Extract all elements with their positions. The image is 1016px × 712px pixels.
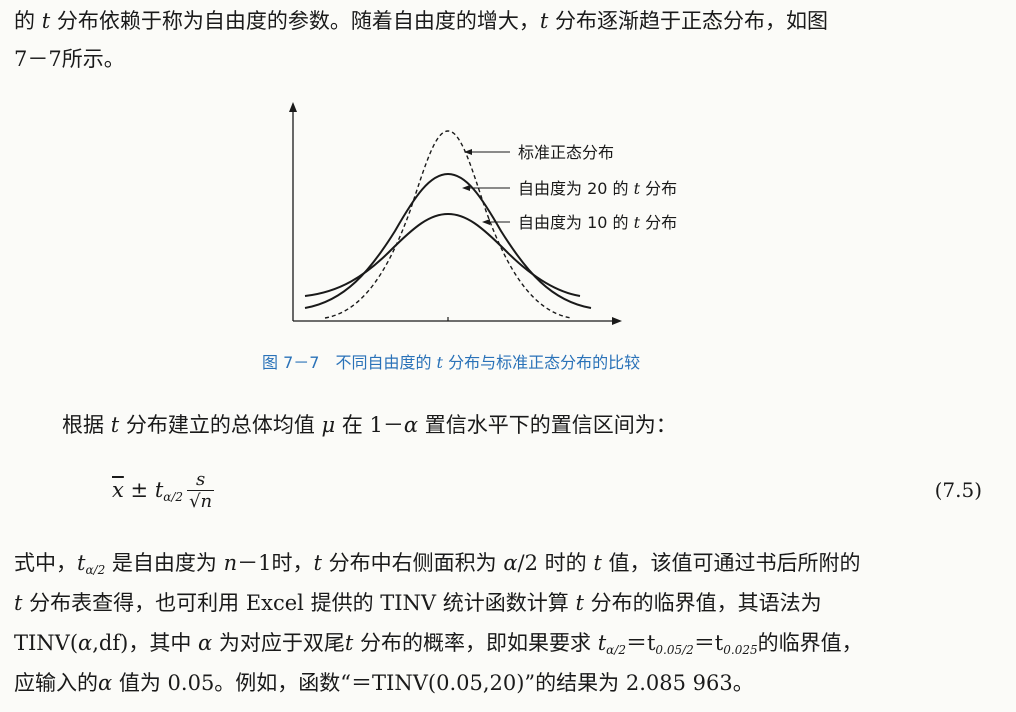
normal-curve [324,130,572,319]
intro-line-2: 7－7所示。 [14,47,125,71]
x-axis-arrow [612,317,622,325]
figure-caption: 图 7－7 不同自由度的 t 分布与标准正态分布的比较 [262,353,641,372]
arrowhead-normal [464,149,472,155]
arrowhead-t20 [462,185,470,191]
label-t20: 自由度为 20 的 t 分布 [518,179,677,198]
paragraph-2-line-1: 式中，tα/2 是自由度为 n－1时，t 分布中右侧面积为 α/2 时的 t 值… [14,551,861,577]
fraction: s √n [187,469,215,512]
arrowhead-t10 [482,219,490,225]
confidence-interval-formula: x ± tα/2 s √n [112,469,215,512]
paragraph-2-line-2: t 分布表查得，也可利用 Excel 提供的 TINV 统计函数计算 t 分布的… [14,591,822,615]
paragraph-1: 根据 t 分布建立的总体均值 μ 在 1－α 置信水平下的置信区间为： [62,413,677,437]
t-distribution-figure: 标准正态分布 自由度为 20 的 t 分布 自由度为 10 的 t 分布 [289,102,677,325]
intro-line-1: 的 t 分布依赖于称为自由度的参数。随着自由度的增大，t 分布逐渐趋于正态分布，… [14,9,828,33]
equation-number: (7.5) [934,478,982,502]
y-axis-arrow [289,102,297,112]
paragraph-2-line-4: 应输入的α 值为 0.05。例如，函数“＝TINV(0.05,20)”的结果为 … [14,671,754,695]
paragraph-2-line-3: TINV(α,df)，其中 α 为对应于双尾t 分布的概率，即如果要求 tα/2… [14,631,863,657]
t10-curve [304,212,581,297]
label-t10: 自由度为 10 的 t 分布 [518,213,677,232]
label-normal: 标准正态分布 [518,143,614,162]
